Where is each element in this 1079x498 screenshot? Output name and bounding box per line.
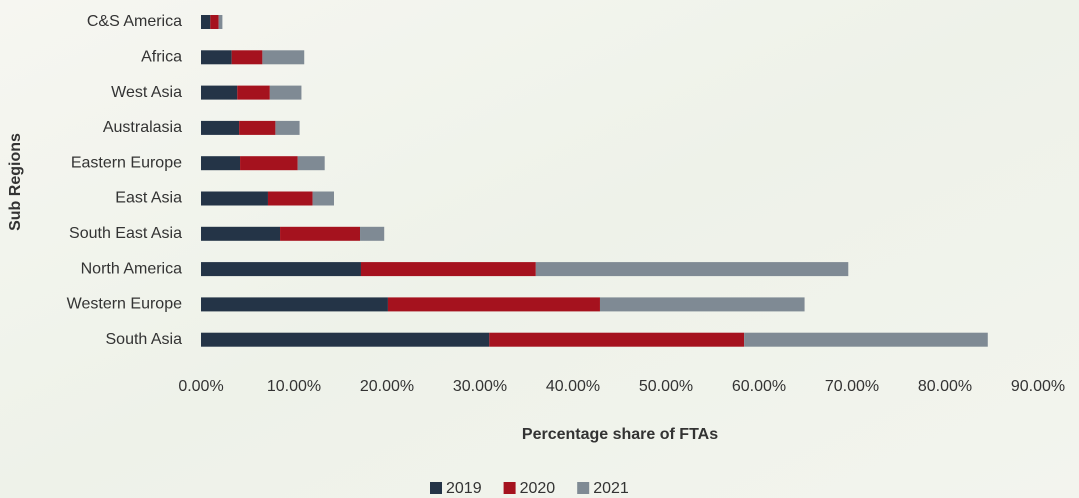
bar: [280, 226, 361, 241]
y-tick-label: North America: [81, 260, 182, 277]
bar: [201, 85, 238, 100]
y-tick-label: South Asia: [106, 331, 183, 348]
legend-label: 2019: [446, 480, 482, 497]
y-tick-label: Africa: [141, 49, 182, 66]
bar: [201, 120, 240, 135]
x-tick-label: 90.00%: [1011, 378, 1065, 395]
x-tick-label: 50.00%: [639, 378, 693, 395]
bar: [744, 332, 988, 347]
bar: [387, 297, 600, 312]
bar: [599, 297, 805, 312]
bar: [297, 156, 325, 171]
bar: [267, 191, 313, 206]
bar: [201, 297, 388, 312]
y-tick-label: South East Asia: [69, 225, 182, 242]
x-tick-label: 70.00%: [825, 378, 879, 395]
y-tick-label: C&S America: [87, 13, 182, 30]
x-tick-label: 80.00%: [918, 378, 972, 395]
legend-label: 2020: [520, 480, 556, 497]
y-tick-label: West Asia: [111, 84, 182, 101]
bar: [210, 15, 219, 29]
bar: [201, 15, 211, 29]
bar: [262, 50, 305, 65]
legend-swatch: [430, 482, 442, 494]
legend-label: 2021: [593, 480, 629, 497]
x-tick-label: 10.00%: [267, 378, 321, 395]
bar: [201, 226, 281, 241]
x-tick-label: 20.00%: [360, 378, 414, 395]
y-tick-label: Eastern Europe: [71, 154, 182, 171]
x-tick-label: 60.00%: [732, 378, 786, 395]
bar: [239, 120, 276, 135]
bar: [218, 15, 223, 29]
x-tick-label: 40.00%: [546, 378, 600, 395]
bar: [201, 262, 361, 277]
bar: [312, 191, 334, 206]
legend-swatch: [577, 482, 590, 494]
bar: [240, 156, 298, 171]
y-tick-label: Western Europe: [67, 296, 182, 313]
bar: [275, 120, 300, 135]
y-tick-label: East Asia: [115, 190, 182, 207]
bar: [201, 156, 241, 171]
bar: [269, 85, 302, 100]
bar: [201, 50, 232, 65]
x-tick-label: 30.00%: [453, 378, 507, 395]
bar: [360, 262, 536, 277]
bar: [201, 332, 490, 347]
bar: [360, 226, 385, 241]
bar: [489, 332, 745, 347]
y-axis-title: Sub Regions: [7, 133, 24, 231]
legend-swatch: [503, 482, 516, 494]
bar: [201, 191, 268, 206]
x-tick-label: 0.00%: [178, 378, 223, 395]
y-tick-label: Australasia: [103, 119, 182, 136]
bar: [535, 262, 849, 277]
x-axis-title: Percentage share of FTAs: [522, 426, 718, 443]
bar: [237, 85, 270, 100]
bar: [231, 50, 263, 65]
